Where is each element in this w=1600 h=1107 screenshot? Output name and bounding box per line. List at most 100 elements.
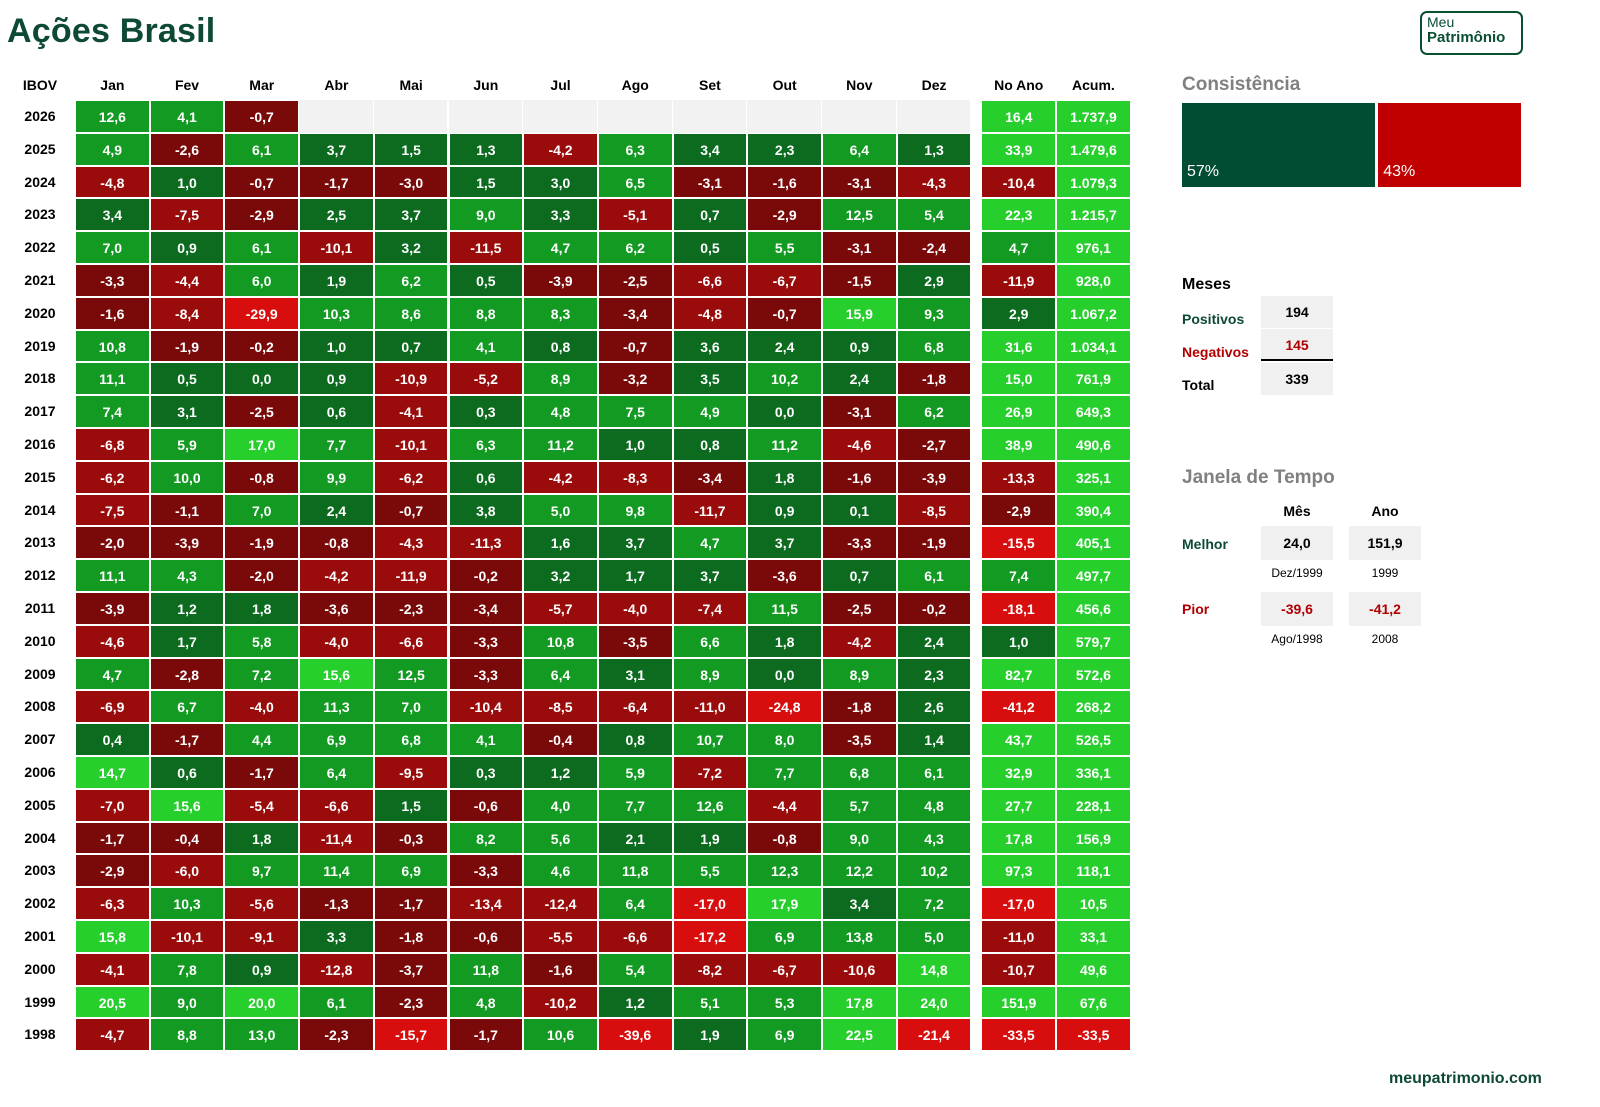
ytd-header: No Ano xyxy=(994,77,1044,93)
heatmap-cell: -1,9 xyxy=(149,329,225,363)
heatmap-cell: 3,3 xyxy=(523,198,598,232)
heatmap-cell: -2,6 xyxy=(149,132,225,166)
consistencia-positive-bar: 57% xyxy=(1182,103,1376,187)
heatmap-cell: 9,0 xyxy=(149,985,225,1019)
empty-cell xyxy=(299,100,374,133)
ytd-cell: 17,8 xyxy=(981,821,1057,855)
heatmap-cell: -6,6 xyxy=(672,264,748,297)
heatmap-cell: -1,1 xyxy=(149,493,225,527)
empty-cell xyxy=(896,100,972,133)
heatmap-cell: -3,3 xyxy=(448,624,524,658)
year-label: 2001 xyxy=(24,928,56,944)
year-label: 2002 xyxy=(24,895,56,912)
heatmap-cell: 0,5 xyxy=(149,362,225,396)
ytd-cell: 15,0 xyxy=(981,362,1057,396)
acc-cell: 526,5 xyxy=(1056,723,1131,756)
heatmap-cell: 6,5 xyxy=(597,165,673,199)
heatmap-cell: 3,1 xyxy=(149,395,225,428)
heatmap-cell: 4,6 xyxy=(523,854,598,888)
heatmap-cell: 0,4 xyxy=(75,723,150,756)
year-label: 2000 xyxy=(24,960,56,977)
heatmap-cell: -2,5 xyxy=(822,592,897,625)
acc-cell: 268,2 xyxy=(1056,690,1131,724)
heatmap-cell: -3,1 xyxy=(822,395,897,428)
month-header: Out xyxy=(772,77,797,93)
heatmap-cell: -6,2 xyxy=(75,460,150,494)
heatmap-cell: -0,2 xyxy=(224,329,300,363)
janela-melhor-mes: 24,0 xyxy=(1261,526,1333,560)
heatmap-cell: 1,6 xyxy=(523,526,598,560)
heatmap-cell: -2,0 xyxy=(224,559,300,592)
heatmap-cell: -3,9 xyxy=(523,264,598,297)
heatmap-cell: 11,4 xyxy=(299,854,374,888)
heatmap-cell: -3,3 xyxy=(75,264,150,297)
heatmap-cell: 17,8 xyxy=(822,985,897,1019)
acc-cell: 405,1 xyxy=(1056,526,1131,560)
heatmap-cell: 5,9 xyxy=(597,756,673,789)
ytd-cell: 43,7 xyxy=(981,723,1057,756)
heatmap-cell: -3,7 xyxy=(373,952,449,986)
heatmap-cell: 3,4 xyxy=(75,198,150,232)
heatmap-cell: -10,2 xyxy=(523,985,598,1019)
heatmap-cell: 5,4 xyxy=(896,198,972,232)
year-label: 2023 xyxy=(24,206,56,223)
year-label: 1999 xyxy=(24,993,56,1010)
heatmap-cell: -3,1 xyxy=(672,165,748,199)
janela-melhor-label: Melhor xyxy=(1182,536,1228,552)
heatmap-cell: -5,6 xyxy=(224,887,300,920)
heatmap-cell: -7,5 xyxy=(149,198,225,232)
heatmap-cell: 7,5 xyxy=(597,395,673,428)
ytd-cell: -13,3 xyxy=(981,460,1057,494)
heatmap-cell: -3,9 xyxy=(896,460,972,494)
heatmap-cell: 1,4 xyxy=(896,723,972,756)
heatmap-cell: -6,7 xyxy=(747,952,822,986)
heatmap-cell: 2,9 xyxy=(896,264,972,297)
heatmap-cell: 0,0 xyxy=(224,362,300,396)
heatmap-cell: -4,6 xyxy=(75,624,150,658)
heatmap-cell: 3,3 xyxy=(299,920,374,953)
heatmap-cell: -4,7 xyxy=(75,1018,150,1052)
heatmap-cell: 6,3 xyxy=(597,132,673,166)
heatmap-cell: 7,2 xyxy=(896,887,972,920)
heatmap-cell: 1,5 xyxy=(373,788,449,822)
heatmap-cell: 11,2 xyxy=(523,428,598,461)
heatmap-cell: 5,0 xyxy=(896,920,972,953)
heatmap-cell: -0,3 xyxy=(373,821,449,855)
heatmap-cell: 3,7 xyxy=(672,559,748,592)
empty-cell xyxy=(597,100,673,133)
heatmap-cell: -3,3 xyxy=(448,657,524,691)
year-label: 2015 xyxy=(24,468,56,485)
footer-url: meupatrimonio.com xyxy=(1389,1070,1542,1087)
heatmap-cell: 4,1 xyxy=(448,723,524,756)
heatmap-cell: -6,9 xyxy=(75,690,150,724)
janela-pior-mes-date: Ago/1998 xyxy=(1271,632,1323,646)
heatmap-cell: 6,1 xyxy=(224,132,300,166)
heatmap-cell: -4,2 xyxy=(523,132,598,166)
heatmap-cell: 8,8 xyxy=(149,1018,225,1052)
heatmap-cell: 6,1 xyxy=(896,559,972,592)
heatmap-cell: 12,2 xyxy=(822,854,897,888)
acc-header: Acum. xyxy=(1072,77,1115,93)
ytd-cell: -17,0 xyxy=(981,887,1057,920)
heatmap-cell: 0,6 xyxy=(299,395,374,428)
ytd-cell: 26,9 xyxy=(981,395,1057,428)
janela-melhor-ano-date: 1999 xyxy=(1371,566,1399,580)
heatmap-cell: 6,9 xyxy=(299,723,374,756)
heatmap-cell: 1,7 xyxy=(149,624,225,658)
acc-cell: 336,1 xyxy=(1056,756,1131,789)
heatmap-cell: 14,7 xyxy=(75,756,150,789)
heatmap-cell: -0,4 xyxy=(523,723,598,756)
ytd-cell: 16,4 xyxy=(981,100,1057,133)
heatmap-cell: -2,3 xyxy=(299,1018,374,1052)
heatmap-cell: 1,5 xyxy=(448,165,524,199)
heatmap-cell: -0,8 xyxy=(224,460,300,494)
acc-cell: 572,6 xyxy=(1056,657,1131,691)
heatmap-cell: 9,0 xyxy=(448,198,524,232)
heatmap-cell: 6,4 xyxy=(597,887,673,920)
heatmap-cell: 1,0 xyxy=(299,329,374,363)
heatmap-cell: 0,8 xyxy=(597,723,673,756)
heatmap-cell: -3,5 xyxy=(597,624,673,658)
heatmap-cell: 1,9 xyxy=(672,1018,748,1052)
heatmap-cell: -4,8 xyxy=(672,296,748,330)
heatmap-cell: 3,2 xyxy=(523,559,598,592)
